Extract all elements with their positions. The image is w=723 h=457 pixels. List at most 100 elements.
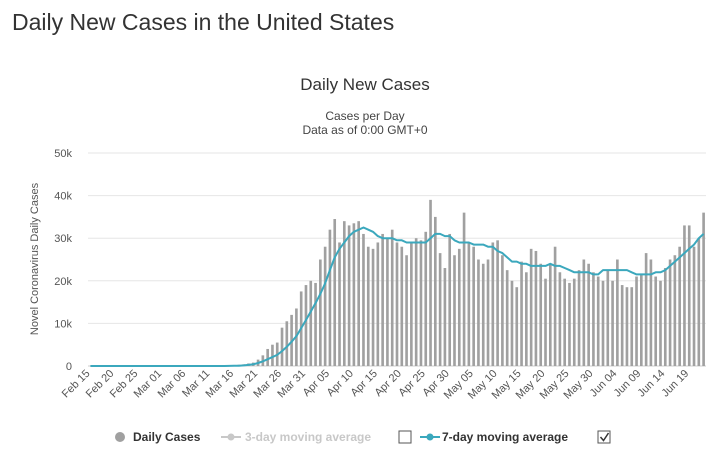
legend-item-daily-cases[interactable]: Daily Cases — [115, 430, 201, 444]
bar — [443, 268, 447, 366]
x-tick-label: Jun 19 — [660, 368, 692, 400]
chart-title: Daily New Cases — [300, 75, 429, 94]
bar — [558, 272, 562, 366]
bar — [601, 280, 605, 366]
checkbox-7-day-average[interactable] — [597, 430, 611, 444]
bar — [544, 278, 547, 366]
bar — [309, 280, 313, 366]
bar — [271, 344, 274, 366]
bar — [266, 348, 269, 366]
bar — [338, 242, 341, 366]
dot-marker-icon — [426, 433, 434, 441]
bar — [510, 280, 514, 366]
bar-series — [228, 199, 705, 366]
bar — [616, 259, 619, 366]
bar — [472, 246, 475, 366]
legend-item-7-day-average[interactable]: 7-day moving average — [420, 430, 568, 444]
bar — [587, 263, 590, 366]
bar — [342, 221, 346, 366]
legend-label-3-day-average: 3-day moving average — [245, 430, 371, 444]
bar — [395, 242, 399, 366]
chart-subtitle-line-2: Data as of 0:00 GMT+0 — [302, 123, 427, 137]
bar — [319, 259, 322, 366]
bar — [429, 199, 432, 366]
bar — [678, 246, 681, 366]
bar — [366, 246, 370, 366]
bar — [620, 285, 624, 366]
bar — [347, 225, 351, 366]
bar — [410, 242, 413, 366]
legend: Daily Cases 3-day moving average 7-day m… — [115, 430, 611, 444]
bar — [376, 242, 380, 366]
bar — [424, 231, 428, 366]
bar — [352, 223, 356, 366]
legend-label-7-day-average: 7-day moving average — [442, 430, 568, 444]
bar — [548, 263, 552, 366]
bar — [323, 246, 327, 366]
bar — [625, 287, 629, 366]
y-axis-label: Novel Coronavirus Daily Cases — [29, 182, 41, 335]
bar — [520, 261, 523, 366]
y-tick-label: 40k — [54, 191, 72, 203]
bar — [635, 276, 638, 366]
y-tick-label: 20k — [54, 276, 72, 288]
bar — [405, 255, 408, 366]
bar — [515, 287, 519, 366]
bar — [702, 212, 705, 366]
bar — [563, 278, 566, 366]
bar — [501, 255, 504, 366]
checkbox-3-day-average[interactable] — [398, 430, 412, 444]
bar — [381, 233, 384, 366]
bar — [654, 276, 658, 366]
bar — [534, 250, 538, 366]
bar — [649, 259, 653, 366]
bar — [697, 238, 701, 366]
y-axis-ticks: 0 10k 20k 30k 40k 50k — [54, 148, 72, 373]
bar — [371, 248, 375, 366]
page-title: Daily New Cases in the United States — [12, 9, 395, 35]
bar — [486, 259, 490, 366]
bar — [328, 229, 332, 366]
bar — [596, 276, 600, 366]
bar — [525, 272, 528, 366]
y-tick-label: 0 — [66, 361, 72, 373]
bar — [419, 240, 423, 366]
bar — [333, 219, 337, 366]
bar — [529, 248, 533, 366]
legend-item-3-day-average[interactable]: 3-day moving average — [221, 430, 371, 444]
bar — [640, 274, 643, 366]
circle-marker-icon — [115, 432, 125, 442]
bar — [505, 270, 509, 366]
bar — [285, 321, 289, 366]
bar — [481, 263, 485, 366]
bar — [280, 327, 284, 366]
bar — [668, 259, 672, 366]
bar — [414, 238, 418, 366]
bar — [577, 270, 581, 366]
bar — [386, 238, 389, 366]
dot-marker-icon — [227, 433, 235, 441]
bar — [496, 240, 499, 366]
bar — [553, 246, 557, 366]
bar — [683, 225, 686, 366]
y-tick-label: 50k — [54, 148, 72, 160]
bar — [644, 253, 648, 366]
bar — [462, 212, 466, 366]
bar — [582, 259, 586, 366]
legend-label-daily-cases: Daily Cases — [133, 430, 201, 444]
bar — [304, 285, 308, 366]
bar — [314, 282, 317, 366]
bar — [687, 225, 691, 366]
bar — [434, 216, 437, 366]
bar — [611, 280, 614, 366]
bar — [448, 233, 452, 366]
bar — [663, 268, 667, 366]
bar — [539, 263, 543, 366]
checkmark-icon — [599, 432, 610, 442]
bar — [477, 259, 480, 366]
y-tick-label: 10k — [54, 318, 72, 330]
chart-subtitle-line-1: Cases per Day — [325, 109, 404, 123]
bar — [362, 233, 365, 366]
